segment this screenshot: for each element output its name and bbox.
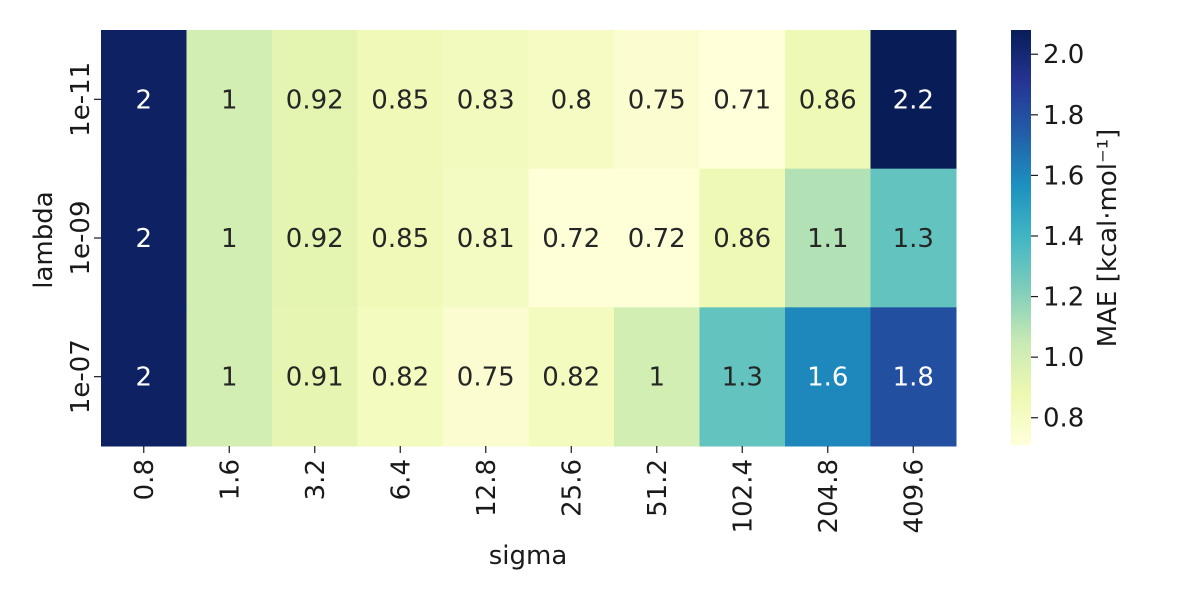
cell-annotation: 2.2: [893, 85, 934, 115]
colorbar-ticks: 0.8 1.0 1.2 1.4 1.6 1.8 2.0: [1031, 40, 1084, 434]
heatmap-cell: [186, 30, 273, 170]
cell-annotation: 2: [135, 224, 152, 254]
cell-annotation: 1.3: [722, 363, 763, 393]
cell-annotation: 2: [135, 363, 152, 393]
x-tick-label: 3.2: [301, 459, 331, 500]
heatmap-cell: [699, 307, 786, 447]
heatmap-cell: [528, 307, 615, 447]
cell-annotation: 0.72: [628, 224, 686, 254]
cell-annotation: 0.72: [542, 224, 600, 254]
heatmap-cell: [870, 30, 957, 170]
cell-annotation: 0.86: [713, 224, 771, 254]
cell-annotation: 1.1: [807, 224, 848, 254]
x-tick-label: 204.8: [814, 459, 844, 533]
heatmap-cell: [357, 168, 444, 308]
colorbar-tick-label: 1.6: [1043, 161, 1084, 191]
cell-annotation: 0.82: [371, 363, 429, 393]
colorbar-tick-label: 1.2: [1043, 283, 1084, 313]
heatmap-cell: [443, 307, 529, 447]
cell-annotation: 0.91: [286, 363, 344, 393]
heatmap-cell: [101, 30, 187, 170]
heatmap-cell: [785, 168, 871, 308]
cell-annotation: 0.71: [713, 85, 771, 115]
heatmap-cell: [785, 307, 871, 447]
x-axis-label: sigma: [489, 541, 568, 571]
heatmap-cell: [101, 168, 187, 308]
x-tick-label: 1.6: [215, 459, 245, 500]
cell-annotation: 1: [221, 85, 238, 115]
heatmap-cell: [699, 30, 786, 170]
colorbar-tick-label: 1.4: [1043, 222, 1084, 252]
colorbar-gradient: [1011, 30, 1031, 445]
heatmap-cell: [101, 307, 187, 447]
colorbar-tick-label: 1.8: [1043, 101, 1084, 131]
heatmap-cell: [272, 168, 358, 308]
x-tick-label: 409.6: [899, 459, 929, 533]
colorbar-tick-label: 1.0: [1043, 343, 1084, 373]
heatmap-cell: [357, 30, 444, 170]
x-tick-label: 6.4: [386, 459, 416, 500]
cell-annotation: 0.92: [286, 224, 344, 254]
x-tick-label: 0.8: [130, 459, 160, 500]
y-tick-label: 1e-07: [66, 339, 96, 414]
heatmap-cells: 2 1 0.92 0.85 0.83 0.8 0.75 0.71 0.86 2.2 2 1 0.92 0.…: [101, 30, 957, 447]
colorbar: 0.8 1.0 1.2 1.4 1.6 1.8 2.0 MAE [kcal·mol⁻¹]: [1011, 30, 1123, 445]
heatmap-cell: [443, 30, 529, 170]
heatmap-cell: [614, 168, 700, 308]
x-tick-label: 12.8: [472, 459, 502, 517]
cell-annotation: 0.92: [286, 85, 344, 115]
cell-annotation: 0.75: [457, 363, 515, 393]
cell-annotation: 1.6: [807, 363, 848, 393]
heatmap-cell: [357, 307, 444, 447]
colorbar-label: MAE [kcal·mol⁻¹]: [1093, 129, 1123, 348]
cell-annotation: 1: [648, 363, 665, 393]
heatmap-cell: [272, 307, 358, 447]
y-tick-label: 1e-09: [66, 200, 96, 275]
cell-annotation: 1: [221, 224, 238, 254]
heatmap-cell: [186, 307, 273, 447]
heatmap-cell: [699, 168, 786, 308]
cell-annotation: 0.75: [628, 85, 686, 115]
heatmap-cell: [528, 30, 615, 170]
heatmap-cell: [272, 30, 358, 170]
heatmap-cell: [870, 168, 957, 308]
colorbar-tick-label: 0.8: [1043, 404, 1084, 434]
cell-annotation: 0.83: [457, 85, 515, 115]
heatmap-cell: [785, 30, 871, 170]
x-axis-ticks: 0.8 1.6 3.2 6.4 12.8 25.6 51.2 102.4 204.8 409.6: [130, 446, 929, 533]
heatmap-cell: [443, 168, 529, 308]
y-tick-label: 1e-11: [66, 62, 96, 137]
cell-annotation: 1: [221, 363, 238, 393]
y-axis-ticks: 1e-11 1e-09 1e-07: [66, 62, 101, 414]
x-tick-label: 51.2: [643, 459, 673, 517]
heatmap-cell: [186, 168, 273, 308]
cell-annotation: 0.86: [799, 85, 857, 115]
heatmap-cell: [528, 168, 615, 308]
heatmap-cell: [870, 307, 957, 447]
colorbar-tick-label: 2.0: [1043, 40, 1084, 70]
heatmap-cell: [614, 307, 700, 447]
cell-annotation: 0.85: [371, 85, 429, 115]
cell-annotation: 1.3: [893, 224, 934, 254]
cell-annotation: 0.81: [457, 224, 515, 254]
cell-annotation: 0.8: [551, 85, 592, 115]
x-tick-label: 102.4: [728, 459, 758, 533]
cell-annotation: 0.85: [371, 224, 429, 254]
cell-annotation: 2: [135, 85, 152, 115]
x-tick-label: 25.6: [557, 459, 587, 517]
y-axis-label: lambda: [29, 191, 59, 288]
cell-annotation: 1.8: [893, 363, 934, 393]
cell-annotation: 0.82: [542, 363, 600, 393]
heatmap-cell: [614, 30, 700, 170]
